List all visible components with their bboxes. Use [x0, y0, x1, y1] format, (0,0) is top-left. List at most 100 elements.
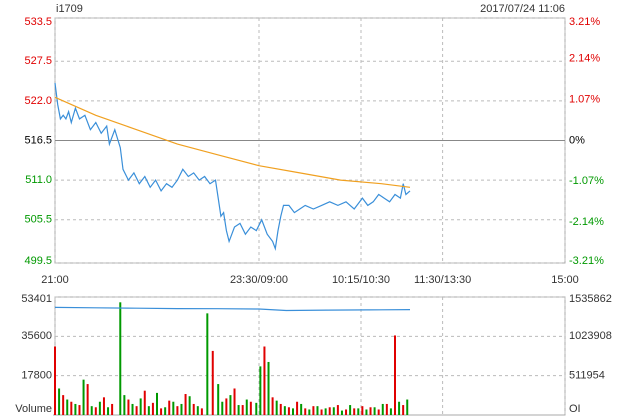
- volume-bar: [263, 346, 266, 415]
- volume-bar: [127, 399, 130, 415]
- volume-bar: [123, 395, 126, 415]
- volume-bar: [296, 401, 299, 415]
- volume-bar: [369, 407, 372, 415]
- volume-bar: [398, 401, 401, 415]
- y-tick-label: 505.5: [24, 214, 52, 226]
- volume-bar: [237, 405, 240, 415]
- volume-bar: [188, 396, 191, 415]
- volume-bar: [206, 313, 209, 415]
- chart-title: i1709: [56, 3, 83, 15]
- y-tick-label: 53401: [21, 293, 52, 305]
- volume-bar: [160, 408, 163, 415]
- volume-bar: [345, 409, 348, 415]
- volume-frame: [54, 296, 566, 416]
- y2-tick-label: 2.14%: [569, 53, 600, 65]
- y-tick-label: 522.0: [24, 95, 52, 107]
- volume-bar: [184, 394, 187, 415]
- y-tick-label: 511.0: [25, 174, 52, 186]
- volume-bar: [151, 402, 154, 415]
- x-tick-label: 11:30/13:30: [414, 274, 471, 286]
- volume-bar: [389, 408, 392, 415]
- volume-bar: [365, 409, 368, 415]
- y2-tick-label: 1.07%: [569, 94, 600, 106]
- volume-bar: [292, 408, 294, 415]
- volume-bar: [107, 407, 110, 415]
- volume-bar: [332, 407, 335, 415]
- volume-bar: [139, 398, 142, 415]
- x-tick-label: 10:15/10:30: [332, 274, 390, 286]
- volume-bar: [172, 401, 175, 415]
- y2-tick-label: -2.14%: [569, 216, 604, 228]
- volume-bar: [192, 403, 195, 415]
- volume-bar: [373, 407, 376, 415]
- price-line: [54, 306, 411, 312]
- volume-bar: [211, 350, 214, 415]
- volume-bar: [131, 403, 134, 415]
- volume-bar: [233, 388, 236, 415]
- volume-bar: [168, 400, 171, 415]
- volume-bar: [229, 395, 232, 415]
- volume-bar: [312, 406, 315, 415]
- volume-bar: [377, 409, 380, 415]
- y-tick-label: Volume: [15, 403, 52, 415]
- volume-bar: [156, 392, 158, 415]
- volume-bar: [143, 390, 146, 415]
- volume-bar: [283, 406, 286, 415]
- volume-bar: [249, 401, 252, 415]
- price-line: [54, 96, 411, 188]
- volume-bar: [176, 406, 179, 415]
- volume-bar: [320, 409, 323, 415]
- y2-tick-label: OI: [569, 403, 581, 415]
- volume-bar: [300, 403, 303, 415]
- volume-bar: [245, 399, 248, 415]
- volume-bar: [349, 405, 352, 415]
- volume-bar: [86, 384, 89, 415]
- x-tick-label: 15:00: [551, 274, 579, 286]
- volume-bar: [241, 405, 244, 415]
- volume-bar: [74, 403, 77, 415]
- y-tick-label: 17800: [21, 370, 52, 382]
- volume-bar: [394, 335, 396, 415]
- volume-bar: [304, 408, 307, 415]
- volume-bar: [98, 401, 101, 415]
- volume-bar: [147, 406, 150, 415]
- volume-bar: [336, 405, 339, 415]
- volume-bar: [308, 409, 311, 415]
- y-tick-label: 533.5: [24, 16, 52, 28]
- volume-bar: [385, 403, 388, 415]
- y2-tick-label: 3.21%: [569, 16, 600, 28]
- volume-bar: [70, 401, 73, 415]
- volume-bar: [66, 399, 69, 415]
- volume-bar: [402, 405, 405, 415]
- volume-bar: [111, 403, 114, 415]
- y2-tick-label: 0%: [569, 134, 585, 146]
- volume-bar: [357, 408, 360, 415]
- volume-bar: [164, 407, 167, 415]
- volume-bar: [62, 395, 65, 415]
- volume-bar: [180, 403, 183, 415]
- volume-bar: [217, 384, 220, 415]
- volume-bar: [82, 379, 85, 415]
- volume-bar: [328, 407, 331, 415]
- y-tick-label: 499.5: [24, 255, 52, 267]
- volume-bar: [381, 403, 384, 415]
- volume-bar: [267, 361, 270, 415]
- price-line: [54, 82, 411, 251]
- volume-bar: [94, 407, 97, 415]
- volume-bar: [279, 403, 282, 415]
- x-tick-label: 21:00: [41, 274, 69, 286]
- y2-tick-label: 1023908: [569, 330, 612, 342]
- volume-bar: [135, 406, 138, 415]
- volume-bar: [196, 406, 199, 415]
- volume-bar: [102, 397, 105, 415]
- y2-tick-label: -3.21%: [569, 255, 604, 267]
- y2-tick-label: 511954: [569, 370, 605, 382]
- volume-bar: [78, 405, 81, 415]
- volume-bar: [361, 406, 364, 415]
- volume-bar: [90, 406, 93, 415]
- y-tick-label: 35600: [21, 330, 52, 342]
- volume-bar: [406, 399, 409, 415]
- y2-tick-label: -1.07%: [569, 175, 604, 187]
- timestamp: 2017/07/24 11:06: [480, 3, 565, 15]
